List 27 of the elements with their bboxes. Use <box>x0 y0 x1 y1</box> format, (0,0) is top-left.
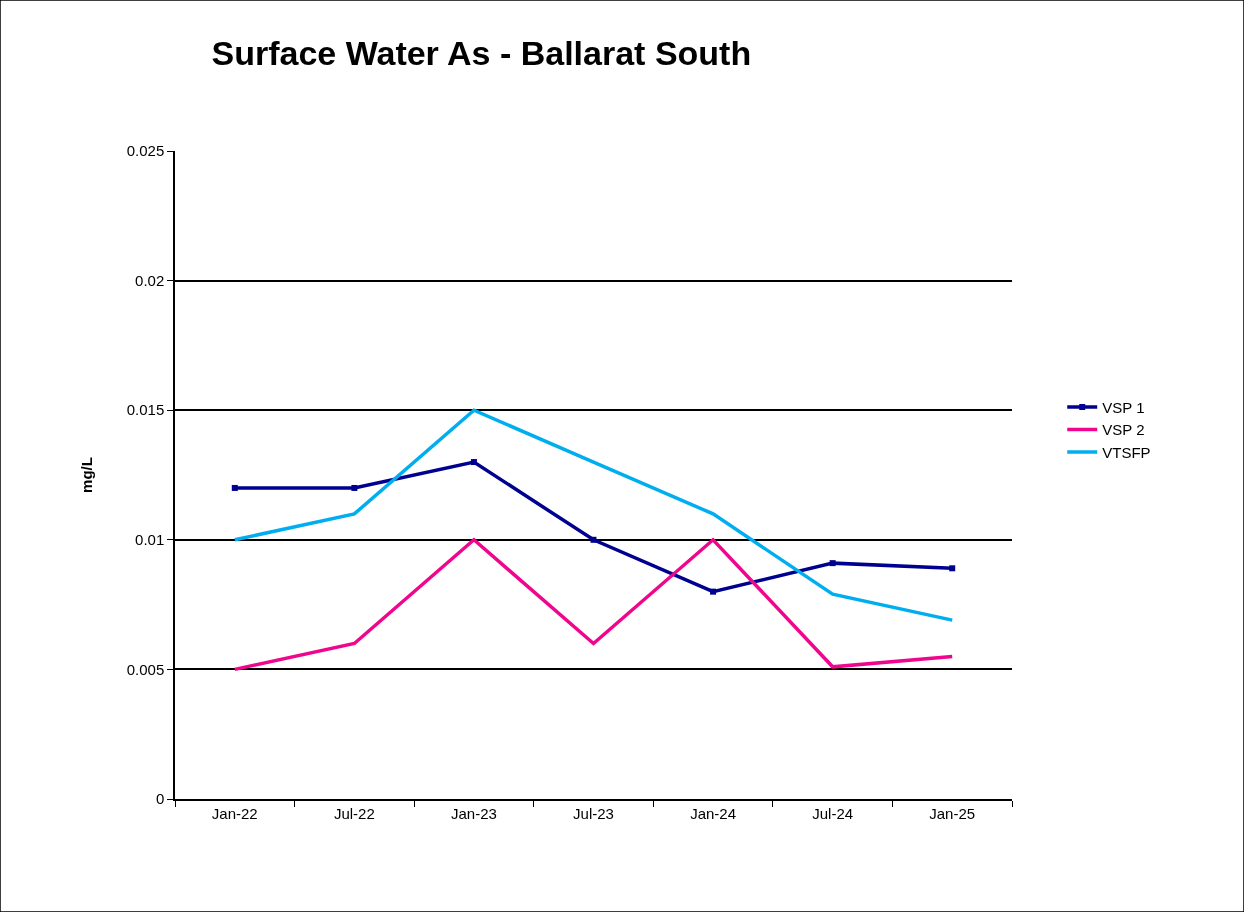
y-tick-label: 0.015 <box>126 401 165 419</box>
x-tick-label: Jan-24 <box>690 804 737 822</box>
chart-title: Surface Water As - Ballarat South <box>211 33 752 72</box>
y-tick-label: 0.02 <box>135 271 165 289</box>
line-series <box>233 538 954 672</box>
y-axis-title: mg/L <box>78 457 96 493</box>
x-tick-label: Jan-25 <box>929 804 976 822</box>
point <box>590 536 597 543</box>
y-tick-label: 0.01 <box>135 531 165 549</box>
legend-label: VSP 2 <box>1102 421 1145 439</box>
x-tick-label: Jul-22 <box>333 804 375 822</box>
y-tick-label: 0 <box>155 790 165 808</box>
x-tick-label: Jan-23 <box>450 804 497 822</box>
y-tick-label: 0.005 <box>126 660 165 678</box>
x-tick-label: Jul-24 <box>812 804 854 822</box>
point <box>949 565 956 572</box>
point <box>470 459 477 466</box>
x-tick-label: Jul-23 <box>573 804 614 822</box>
line-series <box>233 408 954 622</box>
legend-label: VTSFP <box>1102 443 1151 461</box>
x-tick-label: Jan-22 <box>211 804 258 822</box>
point <box>231 484 238 491</box>
point <box>829 560 836 567</box>
y-tick-label: 0.025 <box>126 142 165 160</box>
legend-label: VSP 1 <box>1102 398 1145 416</box>
point <box>351 484 358 491</box>
point <box>710 588 717 595</box>
